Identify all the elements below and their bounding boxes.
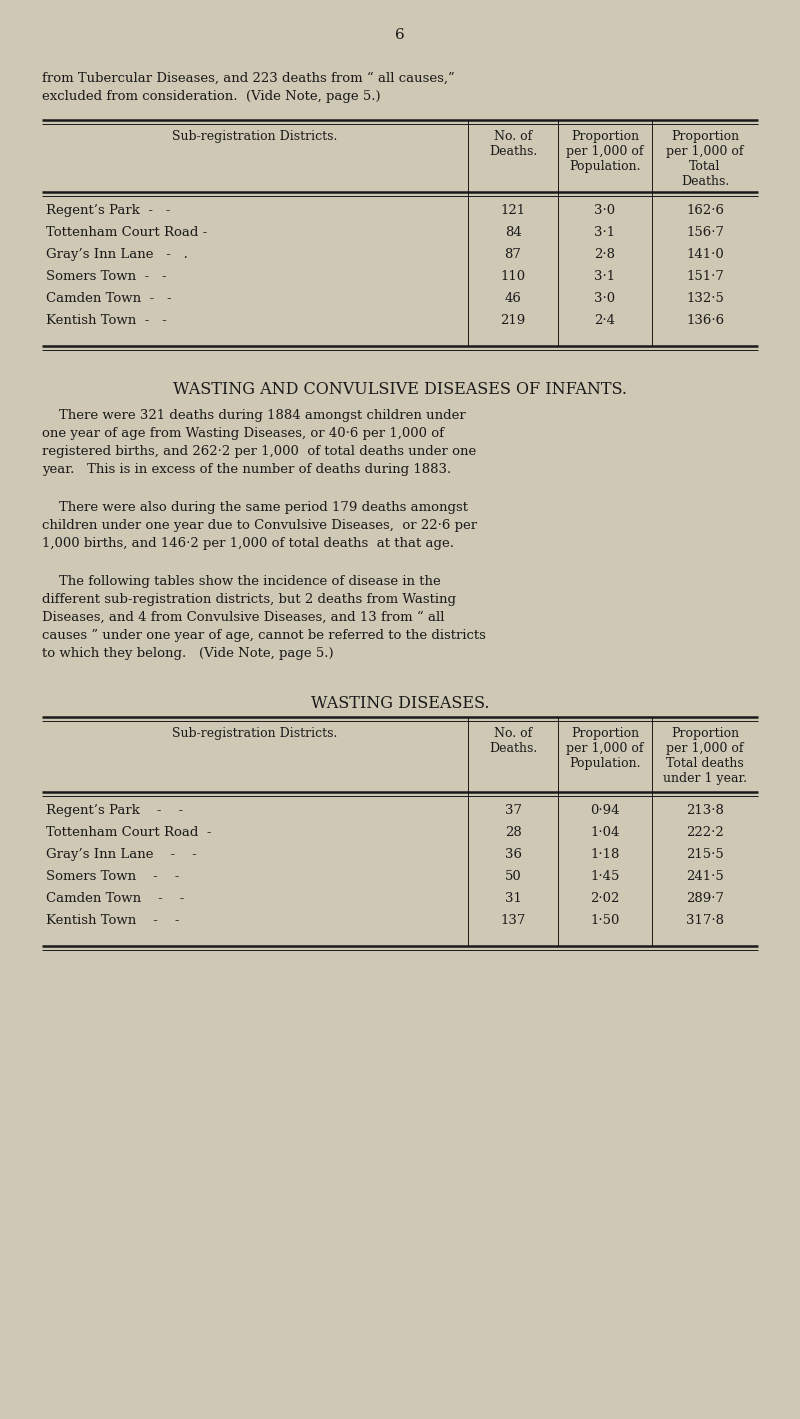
Text: WASTING DISEASES.: WASTING DISEASES. [310,695,490,712]
Text: Proportion
per 1,000 of
Total deaths
under 1 year.: Proportion per 1,000 of Total deaths und… [663,727,747,785]
Text: 87: 87 [505,248,522,261]
Text: 3·0: 3·0 [594,204,615,217]
Text: 37: 37 [505,805,522,817]
Text: 1·50: 1·50 [590,914,620,927]
Text: 2·8: 2·8 [594,248,615,261]
Text: 1·04: 1·04 [590,826,620,839]
Text: 3·1: 3·1 [594,270,615,282]
Text: 215·5: 215·5 [686,849,724,861]
Text: 317·8: 317·8 [686,914,724,927]
Text: 132·5: 132·5 [686,292,724,305]
Text: year.   This is in excess of the number of deaths during 1883.: year. This is in excess of the number of… [42,463,451,475]
Text: Sub-registration Districts.: Sub-registration Districts. [172,131,338,143]
Text: Proportion
per 1,000 of
Total
Deaths.: Proportion per 1,000 of Total Deaths. [666,131,744,187]
Text: excluded from consideration.  (Vide Note, page 5.): excluded from consideration. (Vide Note,… [42,89,381,104]
Text: 1,000 births, and 146·2 per 1,000 of total deaths  at that age.: 1,000 births, and 146·2 per 1,000 of tot… [42,536,454,551]
Text: Regent’s Park    -    -: Regent’s Park - - [46,805,183,817]
Text: one year of age from Wasting Diseases, or 40·6 per 1,000 of: one year of age from Wasting Diseases, o… [42,427,444,440]
Text: WASTING AND CONVULSIVE DISEASES OF INFANTS.: WASTING AND CONVULSIVE DISEASES OF INFAN… [173,380,627,397]
Text: The following tables show the incidence of disease in the: The following tables show the incidence … [42,575,441,587]
Text: Somers Town    -    -: Somers Town - - [46,870,179,883]
Text: 141·0: 141·0 [686,248,724,261]
Text: 2·4: 2·4 [594,314,615,326]
Text: causes ” under one year of age, cannot be referred to the districts: causes ” under one year of age, cannot b… [42,629,486,641]
Text: Somers Town  -   -: Somers Town - - [46,270,166,282]
Text: 28: 28 [505,826,522,839]
Text: 3·1: 3·1 [594,226,615,238]
Text: Kentish Town    -    -: Kentish Town - - [46,914,179,927]
Text: Kentish Town  -   -: Kentish Town - - [46,314,166,326]
Text: 121: 121 [501,204,526,217]
Text: 2·02: 2·02 [590,893,620,905]
Text: 1·18: 1·18 [590,849,620,861]
Text: 50: 50 [505,870,522,883]
Text: 46: 46 [505,292,522,305]
Text: 0·94: 0·94 [590,805,620,817]
Text: registered births, and 262·2 per 1,000  of total deaths under one: registered births, and 262·2 per 1,000 o… [42,446,476,458]
Text: 241·5: 241·5 [686,870,724,883]
Text: Regent’s Park  -   -: Regent’s Park - - [46,204,170,217]
Text: 110: 110 [501,270,526,282]
Text: 3·0: 3·0 [594,292,615,305]
Text: Camden Town  -   -: Camden Town - - [46,292,172,305]
Text: 151·7: 151·7 [686,270,724,282]
Text: to which they belong.   (Vide Note, page 5.): to which they belong. (Vide Note, page 5… [42,647,334,660]
Text: from Tubercular Diseases, and 223 deaths from “ all causes,”: from Tubercular Diseases, and 223 deaths… [42,72,454,85]
Text: 84: 84 [505,226,522,238]
Text: 289·7: 289·7 [686,893,724,905]
Text: Gray’s Inn Lane   -   .: Gray’s Inn Lane - . [46,248,188,261]
Text: 6: 6 [395,28,405,43]
Text: 162·6: 162·6 [686,204,724,217]
Text: 219: 219 [500,314,526,326]
Text: children under one year due to Convulsive Diseases,  or 22·6 per: children under one year due to Convulsiv… [42,519,477,532]
Text: Tottenham Court Road -: Tottenham Court Road - [46,226,207,238]
Text: No. of
Deaths.: No. of Deaths. [489,727,537,755]
Text: Proportion
per 1,000 of
Population.: Proportion per 1,000 of Population. [566,131,644,173]
Text: Camden Town    -    -: Camden Town - - [46,893,184,905]
Text: Proportion
per 1,000 of
Population.: Proportion per 1,000 of Population. [566,727,644,771]
Text: There were also during the same period 179 deaths amongst: There were also during the same period 1… [42,501,468,514]
Text: Tottenham Court Road  -: Tottenham Court Road - [46,826,211,839]
Text: 1·45: 1·45 [590,870,620,883]
Text: 137: 137 [500,914,526,927]
Text: 31: 31 [505,893,522,905]
Text: There were 321 deaths during 1884 amongst children under: There were 321 deaths during 1884 amongs… [42,409,466,421]
Text: Diseases, and 4 from Convulsive Diseases, and 13 from “ all: Diseases, and 4 from Convulsive Diseases… [42,612,445,624]
Text: 136·6: 136·6 [686,314,724,326]
Text: 156·7: 156·7 [686,226,724,238]
Text: Gray’s Inn Lane    -    -: Gray’s Inn Lane - - [46,849,197,861]
Text: 222·2: 222·2 [686,826,724,839]
Text: Sub-registration Districts.: Sub-registration Districts. [172,727,338,739]
Text: 36: 36 [505,849,522,861]
Text: 213·8: 213·8 [686,805,724,817]
Text: different sub-registration districts, but 2 deaths from Wasting: different sub-registration districts, bu… [42,593,456,606]
Text: No. of
Deaths.: No. of Deaths. [489,131,537,158]
